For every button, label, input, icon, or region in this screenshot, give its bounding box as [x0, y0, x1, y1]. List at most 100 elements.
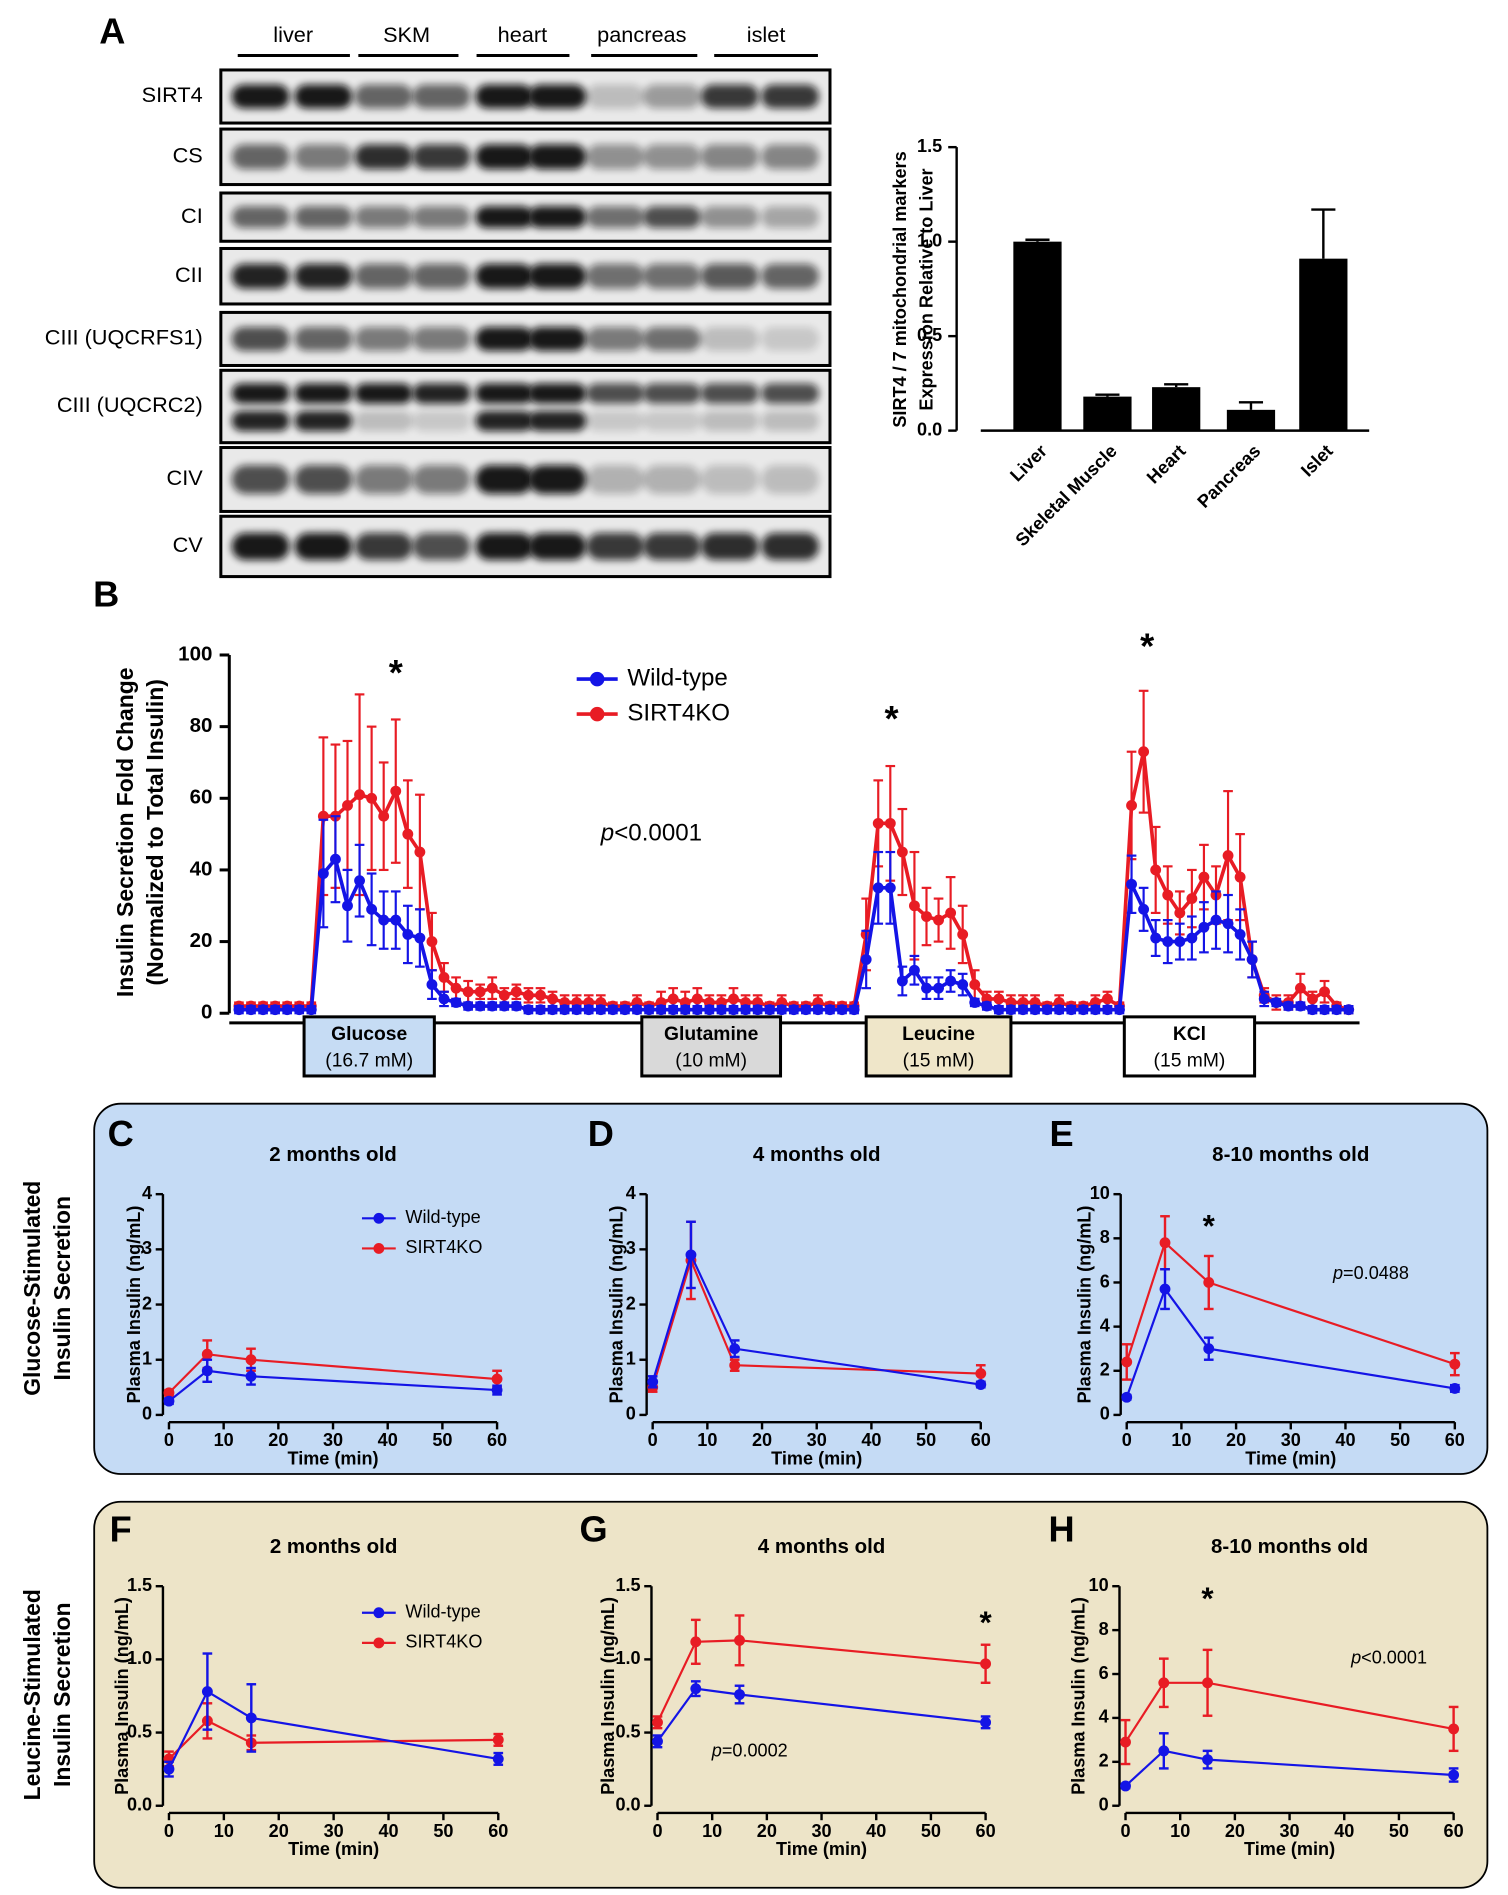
blot-band: [700, 144, 759, 170]
chart-title: 2 months old: [270, 1535, 398, 1558]
data-point: [655, 1004, 667, 1016]
significance-mark: *: [1140, 626, 1155, 667]
blot-band: [528, 327, 587, 351]
data-point: [691, 993, 703, 1005]
y-tick-label: 4: [142, 1183, 152, 1203]
data-point: [1150, 864, 1162, 876]
data-point: [921, 911, 932, 922]
x-tick-label: 20: [752, 1430, 772, 1450]
panel-label: B: [93, 574, 119, 615]
data-point: [734, 1634, 745, 1646]
panel-label: F: [110, 1508, 132, 1549]
blot-band: [294, 410, 353, 432]
y-tick-label: 0.5: [127, 1721, 152, 1741]
protein-label: CII: [175, 262, 203, 287]
blot-band: [700, 327, 759, 351]
x-tick-label: 30: [811, 1821, 831, 1841]
p-rest: =0.0002: [722, 1740, 788, 1760]
stimulus-detail: (15 mM): [1154, 1051, 1226, 1072]
data-point: [1210, 914, 1222, 926]
y-tick-label: 0.5: [615, 1721, 640, 1741]
data-point: [1065, 1004, 1077, 1016]
data-point: [734, 1689, 745, 1700]
blot-band: [528, 410, 587, 432]
data-point: [1126, 800, 1137, 811]
data-point: [1101, 993, 1113, 1005]
stimulus-name: Leucine: [902, 1024, 975, 1045]
legend-label: SIRT4KO: [405, 1632, 482, 1652]
blot-band: [586, 410, 645, 432]
series-line: [656, 1639, 986, 1723]
x-tick-label: 20: [269, 1821, 289, 1841]
panel-label: C: [108, 1113, 134, 1154]
data-point: [1159, 1237, 1171, 1249]
blot-band: [761, 327, 820, 351]
y-tick-label: 0.0: [127, 1795, 152, 1815]
blot-band: [528, 206, 587, 228]
data-point: [729, 1343, 741, 1355]
x-tick-label: 30: [1281, 1430, 1301, 1450]
p-rest: <0.0001: [614, 820, 702, 847]
y-tick-label: 0: [142, 1404, 152, 1424]
x-axis-label: Time (min): [771, 1448, 862, 1468]
blot-band: [528, 263, 587, 289]
data-point: [1319, 1004, 1330, 1016]
blot-band: [586, 383, 645, 404]
blot-band: [700, 263, 759, 289]
p-value: p=0.0488: [1332, 1263, 1409, 1283]
data-point: [571, 1004, 583, 1016]
panel-label: E: [1050, 1113, 1074, 1154]
significance-mark: *: [1201, 1581, 1214, 1616]
data-point: [414, 932, 426, 944]
stimulus-name: KCl: [1173, 1024, 1206, 1045]
y-tick-label: 1.0: [615, 1648, 640, 1668]
data-point: [848, 1004, 860, 1016]
data-point: [884, 817, 896, 829]
y-tick-label: 6: [1100, 1271, 1110, 1291]
y-tick-label: 1.0: [127, 1648, 152, 1668]
y-tick-label: 1.0: [917, 230, 942, 250]
data-point: [729, 1359, 741, 1371]
data-point: [595, 1004, 607, 1016]
y-tick-label: 10: [1089, 1575, 1109, 1595]
tissue-label: pancreas: [597, 22, 686, 47]
data-point: [305, 1004, 317, 1016]
blot-band: [700, 410, 759, 432]
data-point: [679, 1004, 691, 1016]
data-point: [1234, 928, 1246, 940]
blot-band: [700, 465, 759, 494]
blot-band: [643, 206, 701, 228]
data-point: [1448, 1769, 1460, 1781]
x-tick-label: 40: [1334, 1821, 1354, 1841]
data-point: [450, 997, 462, 1008]
x-tick-label: 50: [1389, 1821, 1409, 1841]
blot-band: [761, 263, 820, 289]
data-point: [498, 989, 510, 1001]
chart-title: 4 months old: [753, 1143, 881, 1166]
y-tick-label: 0: [626, 1404, 636, 1424]
x-tick-label: 30: [807, 1430, 827, 1450]
y-tick-label: 10: [1090, 1183, 1110, 1203]
blot-band: [354, 206, 413, 228]
blot-band: [761, 465, 820, 494]
y-tick-label: 4: [626, 1183, 636, 1203]
bar: [1013, 241, 1062, 431]
data-point: [933, 914, 944, 926]
x-tick-label: 10: [697, 1430, 717, 1450]
x-tick-label: 60: [976, 1821, 996, 1841]
stimulus-name: Glutamine: [664, 1024, 759, 1045]
significance-mark: *: [1203, 1208, 1216, 1243]
blot-band: [586, 532, 645, 560]
data-point: [1121, 1356, 1133, 1368]
bar: [1152, 387, 1201, 431]
x-tick-label: 0: [164, 1821, 174, 1841]
y-tick-label: 1: [142, 1349, 152, 1369]
data-point: [993, 993, 1005, 1005]
blot-frame: [219, 68, 832, 125]
data-point: [342, 900, 353, 912]
blot-band: [412, 84, 471, 109]
data-point: [631, 1004, 643, 1016]
data-point: [1174, 907, 1186, 919]
x-tick-label: 60: [1444, 1821, 1464, 1841]
group-label: Insulin Secretion: [49, 1196, 75, 1381]
